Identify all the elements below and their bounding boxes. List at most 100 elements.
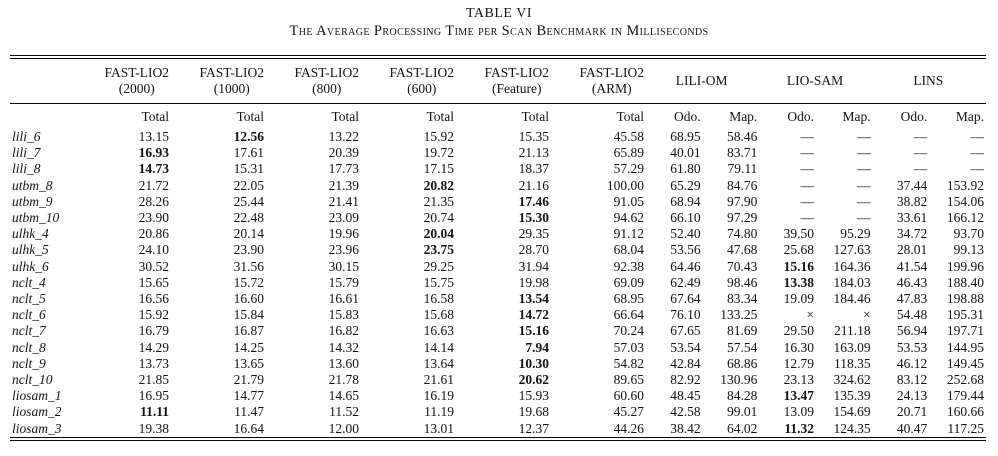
table-row: nclt_7 16.79 16.87 16.82 16.63 15.16 70.24 67.6… (10, 323, 986, 339)
column-group-label: FAST-LIO2 (800) (294, 65, 359, 96)
cell: 20.74 (423, 210, 454, 226)
cell: 22.05 (233, 177, 264, 193)
cell: 31.94 (518, 258, 549, 274)
cell: 11.47 (234, 404, 264, 420)
cell: 24.13 (896, 388, 928, 404)
cell: 16.58 (423, 291, 454, 307)
table-row: utbm_9 28.26 25.44 21.41 21.35 17.46 91.05 68.9… (10, 194, 986, 210)
row-label: lili_6 (12, 129, 41, 144)
cell: 46.12 (896, 355, 928, 371)
cell: 67.65 (670, 323, 701, 339)
cell: 21.41 (328, 193, 359, 209)
subcolumn-header-total: Total (616, 109, 644, 124)
cell: 53.56 (670, 242, 701, 258)
cell: 42.84 (670, 355, 701, 371)
cell: 83.12 (896, 372, 928, 388)
cell: 15.93 (518, 388, 549, 404)
cell: 38.82 (896, 193, 928, 209)
cell: 133.25 (720, 307, 758, 323)
cell: 64.02 (726, 420, 758, 436)
cell: 12.37 (518, 420, 549, 436)
cell: 98.46 (726, 274, 758, 290)
row-label: ulhk_4 (12, 226, 49, 242)
subcolumn-header-odo: Odo. (674, 109, 701, 124)
cell: 11.32 (784, 420, 814, 436)
cell: 14.77 (233, 388, 264, 404)
cell: 14.25 (233, 339, 264, 355)
subcolumn-header-odo: Odo. (900, 109, 928, 124)
cell: 74.80 (726, 226, 758, 242)
cell: 67.64 (670, 291, 701, 307)
subcolumn-header-total: Total (236, 109, 264, 124)
cell: — (970, 129, 985, 144)
cell: 184.46 (833, 291, 871, 307)
cell: 13.54 (518, 291, 549, 307)
table-row: liosam_2 11.11 11.47 11.52 11.19 19.68 45.27 42… (10, 404, 986, 420)
cell: 19.96 (328, 226, 359, 242)
row-label: nclt_9 (12, 355, 46, 371)
cell: 61.80 (670, 161, 701, 177)
cell: 20.04 (423, 226, 454, 242)
cell: 66.64 (613, 307, 644, 323)
cell: 82.92 (670, 372, 701, 388)
column-group-label: FAST-LIO2 (2000) (104, 65, 169, 96)
cell: 11.11 (140, 404, 169, 420)
cell: — (857, 177, 871, 193)
cell: 56.94 (896, 323, 928, 339)
row-label: utbm_8 (12, 177, 53, 193)
cell: 118.35 (834, 355, 871, 371)
cell: 19.38 (138, 420, 169, 436)
cell: 68.86 (726, 355, 758, 371)
cell: 154.69 (833, 404, 871, 420)
subcolumn-header-total: Total (331, 109, 359, 124)
subcolumn-header-odo: Odo. (787, 109, 814, 124)
column-group-label: FAST-LIO2 (600) (389, 65, 454, 96)
table-row: nclt_6 15.92 15.84 15.83 15.68 14.72 66.64 76.1… (10, 307, 986, 323)
column-group-header-lili-om: LILI-OM (646, 57, 760, 104)
cell: 21.13 (518, 145, 549, 161)
cell: 20.62 (518, 372, 549, 388)
cell: × (806, 307, 814, 323)
cell: 13.73 (138, 355, 169, 371)
header-group-row: FAST-LIO2 (2000) FAST-LIO2 (1000) FAST-LIO2(… (10, 57, 986, 104)
cell: 40.01 (670, 145, 701, 161)
cell: 13.65 (233, 355, 264, 371)
cell: 149.45 (946, 355, 984, 371)
cell: 13.15 (138, 129, 169, 144)
cell: 160.66 (946, 404, 984, 420)
cell: 19.98 (518, 274, 549, 290)
cell: 37.44 (896, 177, 928, 193)
cell: 14.73 (138, 161, 169, 177)
cell: 28.26 (138, 193, 169, 209)
cell: 16.64 (233, 420, 264, 436)
cell: 179.44 (946, 388, 984, 404)
table-row: nclt_9 13.73 13.65 13.60 13.64 10.30 54.82 42.8… (10, 356, 986, 372)
table-row: nclt_8 14.29 14.25 14.32 14.14 7.94 57.03 53.54… (10, 340, 986, 356)
cell: 13.64 (423, 355, 454, 371)
cell: — (800, 193, 814, 209)
cell: 19.72 (423, 145, 454, 161)
cell: 22.48 (233, 210, 264, 226)
subcolumn-header-total: Total (141, 109, 169, 124)
cell: 14.65 (328, 388, 359, 404)
column-group-label: FAST-LIO2 (1000) (199, 65, 264, 96)
cell: 28.01 (896, 242, 928, 258)
cell: 30.52 (138, 258, 169, 274)
cell: 166.12 (946, 210, 984, 226)
row-label: utbm_9 (12, 193, 53, 209)
cell: 12.56 (233, 129, 264, 144)
cell: — (800, 177, 814, 193)
row-label: nclt_5 (12, 291, 46, 307)
cell: 23.75 (423, 242, 454, 258)
cell: 21.72 (138, 177, 169, 193)
table-row: lili_6 13.15 12.56 13.22 15.92 15.35 45.58 68.9… (10, 129, 986, 145)
table-row: utbm_8 21.72 22.05 21.39 20.82 21.16 100.00 65.… (10, 178, 986, 194)
cell: 23.90 (138, 210, 169, 226)
table-row: lili_7 16.93 17.61 20.39 19.72 21.13 65.89 40.0… (10, 145, 986, 161)
cell: — (970, 161, 985, 177)
cell: 92.38 (613, 258, 644, 274)
row-label: liosam_1 (12, 388, 62, 404)
cell: 17.15 (423, 161, 454, 177)
cell: 23.13 (783, 372, 814, 388)
cell: 45.27 (613, 404, 644, 420)
